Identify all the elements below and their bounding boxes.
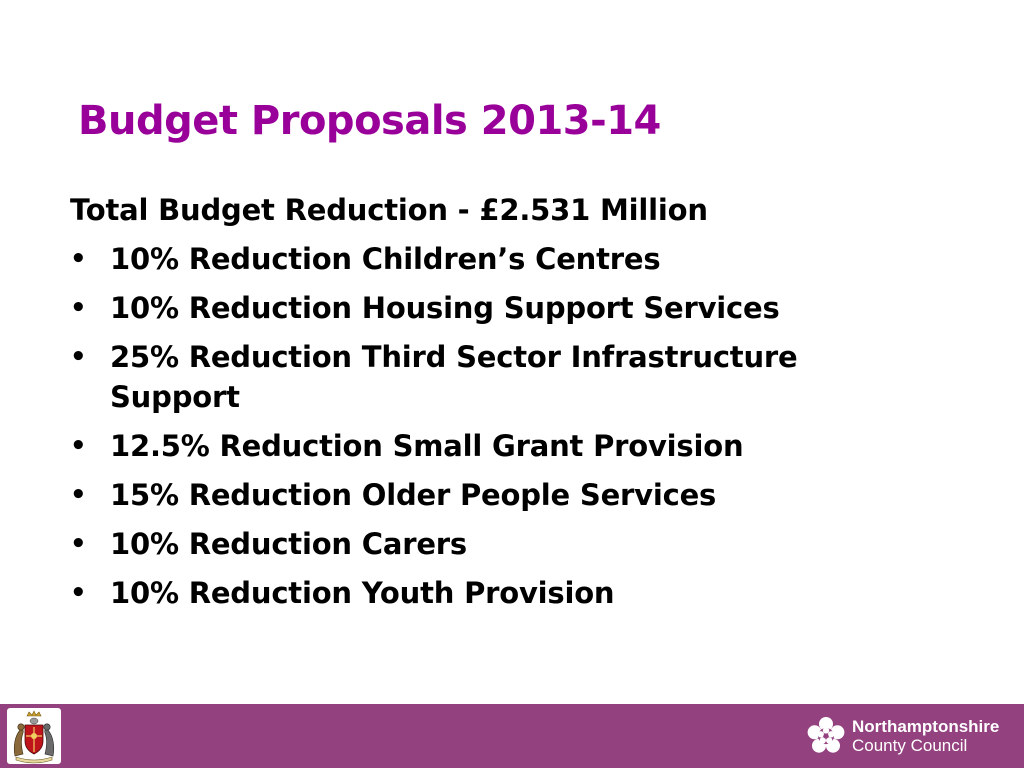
bullet-item: • 10% Reduction Carers (70, 524, 920, 564)
bullet-item: • 25% Reduction Third Sector Infrastruct… (70, 337, 920, 417)
bullet-item: • 10% Reduction Children’s Centres (70, 239, 920, 279)
coat-of-arms-icon (13, 710, 55, 764)
bullet-dot-icon: • (70, 293, 87, 323)
slide-content: Total Budget Reduction - £2.531 Million … (70, 190, 920, 622)
logo-line-2: County Council (852, 736, 968, 755)
bullet-text: 12.5% Reduction Small Grant Provision (110, 429, 744, 463)
logo-line-1: Northamptonshire (852, 717, 1000, 736)
bullet-item: • 10% Reduction Housing Support Services (70, 288, 920, 328)
bullet-dot-icon: • (70, 480, 87, 510)
bullet-list: • 10% Reduction Children’s Centres • 10%… (70, 239, 920, 613)
bullet-dot-icon: • (70, 244, 87, 274)
bullet-dot-icon: • (70, 529, 87, 559)
bullet-text: 10% Reduction Carers (110, 527, 467, 561)
bullet-text: 10% Reduction Children’s Centres (110, 242, 661, 276)
bullet-dot-icon: • (70, 578, 87, 608)
bullet-dot-icon: • (70, 342, 87, 372)
crest-logo (7, 708, 61, 764)
bullet-dot-icon: • (70, 431, 87, 461)
bullet-text: 10% Reduction Housing Support Services (110, 291, 780, 325)
bullet-text: 25% Reduction Third Sector Infrastructur… (110, 340, 798, 414)
council-logo: Northamptonshire County Council (806, 712, 999, 760)
rose-icon (807, 717, 845, 753)
bullet-item: • 10% Reduction Youth Provision (70, 573, 920, 613)
slide-title: Budget Proposals 2013-14 (78, 98, 661, 144)
bullet-item: • 15% Reduction Older People Services (70, 475, 920, 515)
budget-summary: Total Budget Reduction - £2.531 Million (70, 193, 708, 227)
bullet-text: 15% Reduction Older People Services (110, 478, 717, 512)
footer-bar: Northamptonshire County Council (0, 704, 1024, 768)
logo-text: Northamptonshire County Council (852, 717, 999, 755)
bullet-item: • 12.5% Reduction Small Grant Provision (70, 426, 920, 466)
bullet-text: 10% Reduction Youth Provision (110, 576, 615, 610)
